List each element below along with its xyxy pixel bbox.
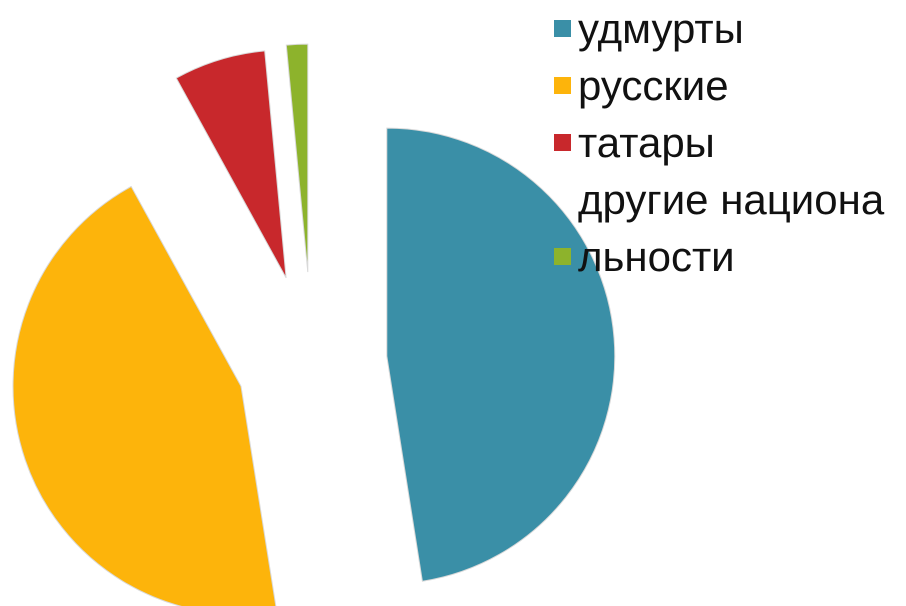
pie-slice-tatary [175, 50, 287, 279]
legend-label-tatary: татары [578, 119, 715, 166]
legend-swatch-russkie [554, 77, 571, 94]
pie-slice-udmurty [386, 127, 616, 582]
legend-swatch-udmurty [554, 20, 571, 37]
legend-label-drugie: другие национальности [578, 176, 885, 280]
legend-label-udmurty: удмурты [578, 5, 744, 52]
legend-item-tatary: татары [548, 114, 904, 171]
legend-label-russkie: русские [578, 62, 729, 109]
legend: удмурты русские татары другие национальн… [548, 0, 904, 285]
legend-swatch-drugie [554, 248, 571, 265]
pie-slice-drugie [285, 43, 309, 273]
pie-slice-russkie [12, 185, 277, 606]
legend-swatch-tatary [554, 134, 571, 151]
legend-item-russkie: русские [548, 57, 904, 114]
legend-item-drugie: другие национальности [548, 171, 904, 285]
legend-item-udmurty: удмурты [548, 0, 904, 57]
